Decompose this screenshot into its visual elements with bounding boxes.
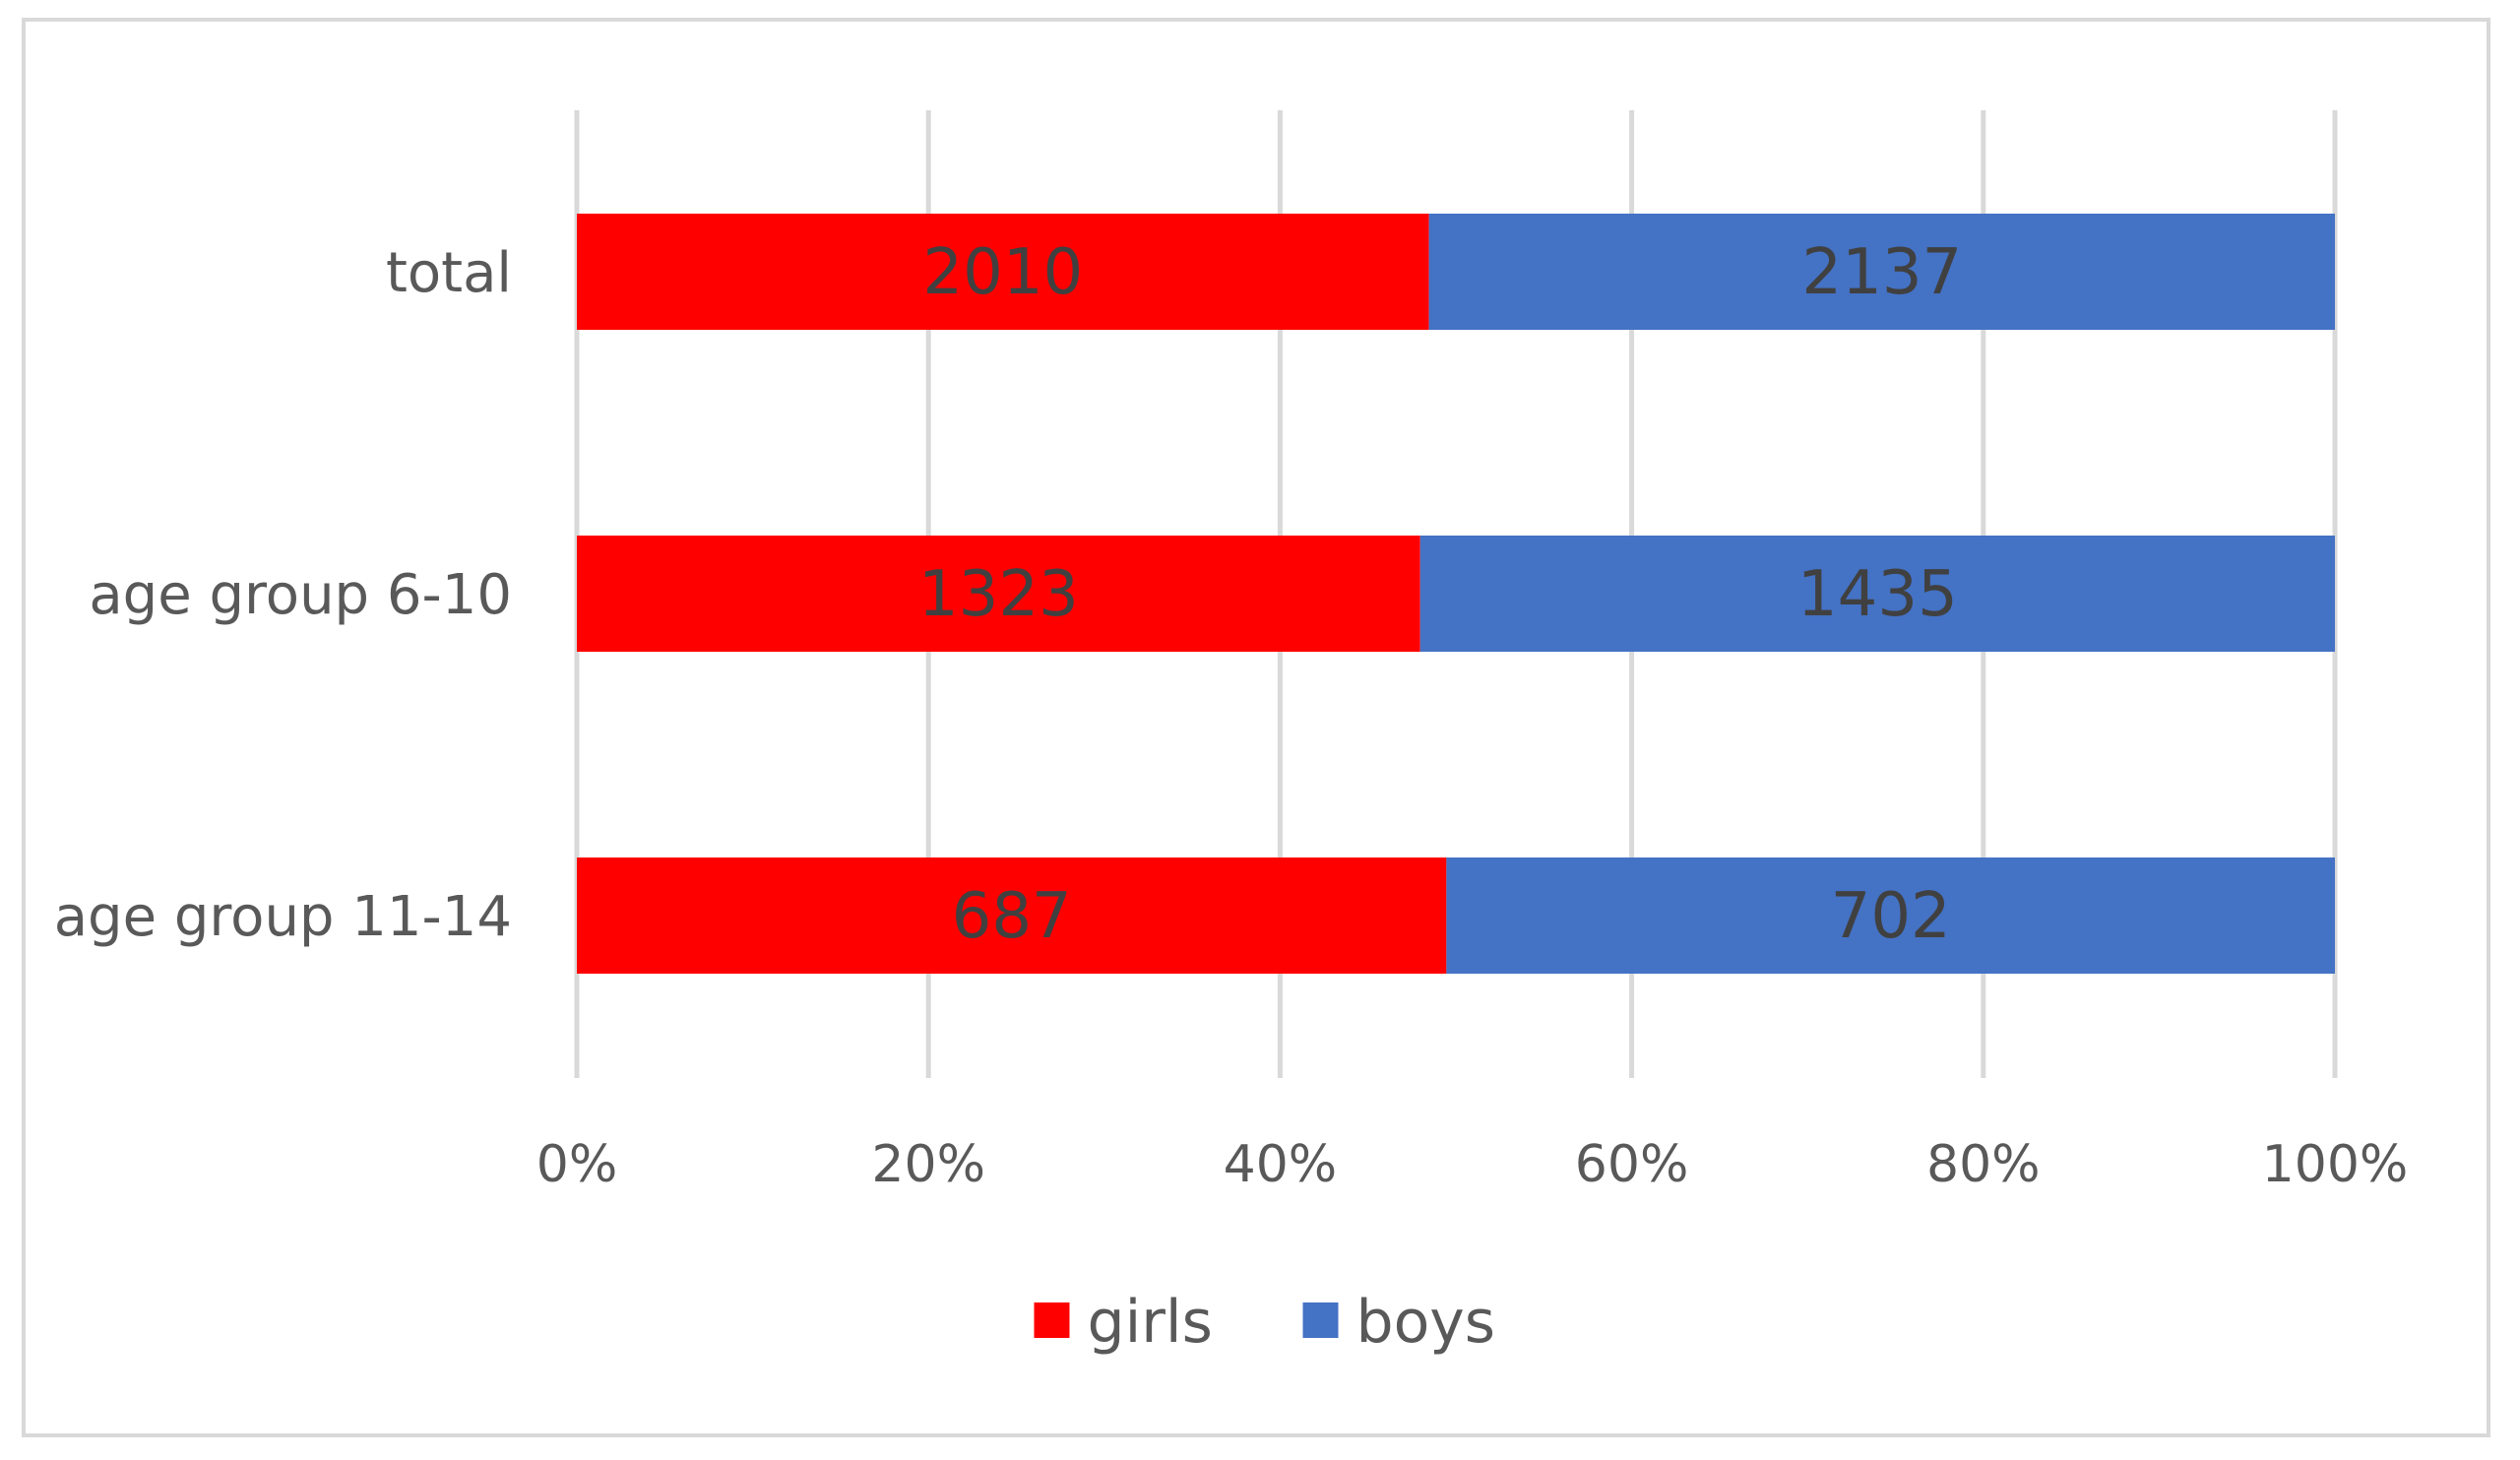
bar-boys — [1419, 536, 2335, 652]
data-label-girls: 687 — [952, 880, 1072, 953]
data-label-boys: 1435 — [1797, 558, 1958, 631]
data-label-boys: 2137 — [1801, 236, 1962, 309]
data-label-boys: 702 — [1831, 880, 1951, 953]
bars — [577, 214, 2335, 974]
data-labels: 2010 2137 1323 1435 687 702 — [918, 236, 1962, 953]
bar-girls — [577, 536, 1420, 652]
category-label: age group 6-10 — [89, 563, 512, 627]
x-tick-label: 20% — [871, 1135, 985, 1194]
bar-boys — [1446, 857, 2335, 974]
x-tick-label: 40% — [1224, 1135, 1338, 1194]
x-axis-tick-labels: 0% 20% 40% 60% 80% 100% — [536, 1135, 2409, 1194]
x-tick-label: 80% — [1926, 1135, 2041, 1194]
data-label-girls: 2010 — [922, 236, 1083, 309]
data-label-girls: 1323 — [918, 558, 1079, 631]
legend: girls boys — [1034, 1288, 1496, 1357]
bar-boys — [1428, 214, 2335, 330]
x-tick-label: 100% — [2262, 1135, 2409, 1194]
legend-label-boys: boys — [1356, 1288, 1496, 1357]
category-label: age group 11-14 — [54, 885, 512, 949]
legend-label-girls: girls — [1088, 1288, 1213, 1357]
x-tick-label: 60% — [1575, 1135, 1689, 1194]
category-labels: total age group 6-10 age group 11-14 — [54, 241, 512, 949]
legend-swatch-boys — [1302, 1302, 1339, 1338]
x-tick-label: 0% — [536, 1135, 618, 1194]
bar-girls — [577, 214, 1429, 330]
category-label: total — [386, 241, 512, 305]
legend-swatch-girls — [1034, 1302, 1070, 1338]
bar-girls — [577, 857, 1447, 974]
